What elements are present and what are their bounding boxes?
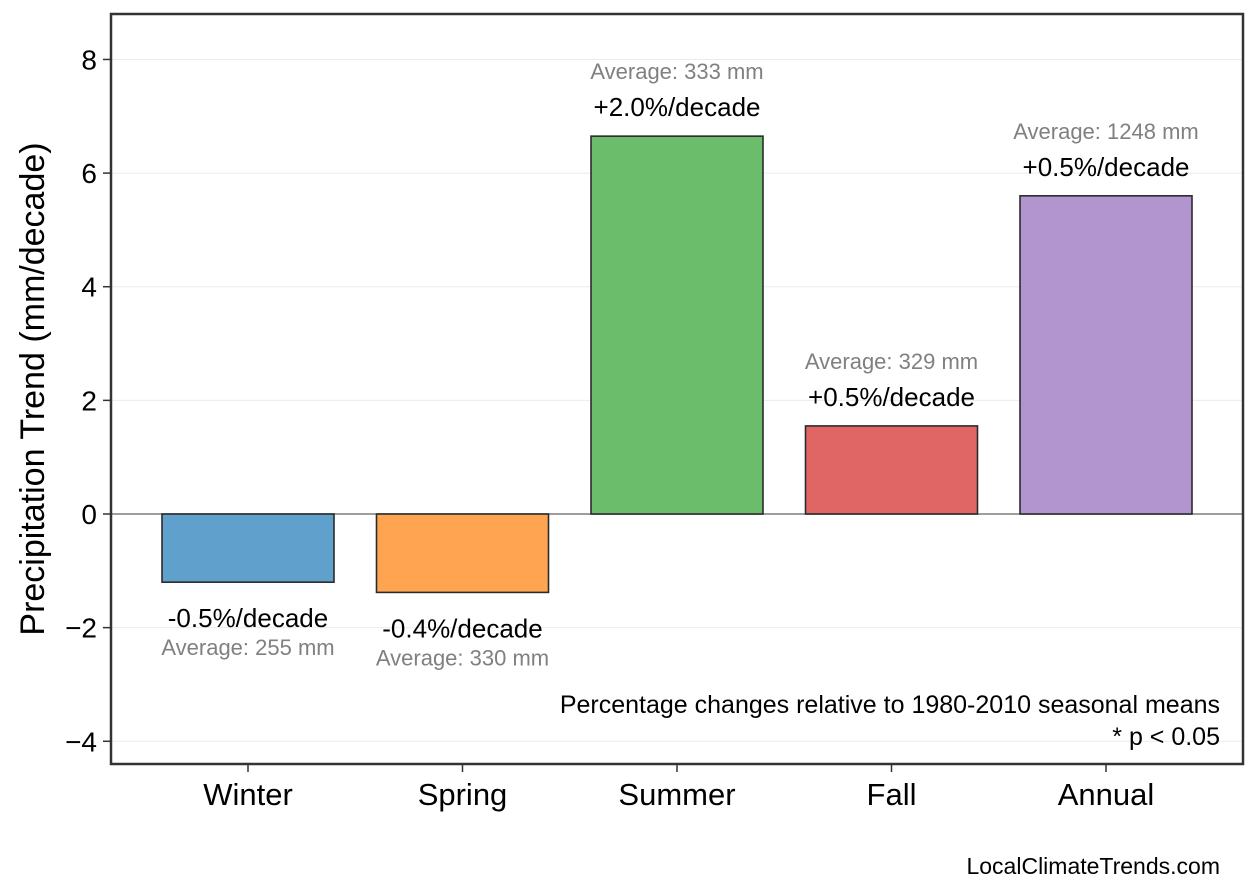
x-tick-label: Summer	[618, 777, 735, 812]
y-tick-label: 8	[81, 44, 97, 75]
bar-winter	[161, 513, 335, 583]
source-credit: LocalClimateTrends.com	[966, 853, 1220, 879]
average-label-annual: Average: 1248 mm	[1013, 119, 1198, 144]
note-percentage: Percentage changes relative to 1980-2010…	[560, 691, 1220, 719]
y-axis: −4 −2 0 2 4 6 8	[65, 44, 111, 757]
y-tick-label: 4	[81, 272, 97, 303]
y-tick-label: 2	[81, 385, 97, 416]
y-tick-label: −4	[65, 726, 97, 757]
percent-label-spring: -0.4%/decade	[382, 613, 542, 643]
x-tick-label: Fall	[867, 777, 917, 812]
plot-frame	[109, 12, 1245, 766]
x-tick-label: Spring	[418, 777, 508, 812]
bar-spring	[375, 513, 550, 594]
y-tick-label: 6	[81, 158, 97, 189]
x-tick-label: Winter	[203, 777, 293, 812]
percent-label-annual: +0.5%/decade	[1023, 152, 1190, 182]
bar-fall	[804, 425, 979, 515]
x-tick-label: Annual	[1058, 777, 1155, 812]
average-label-spring: Average: 330 mm	[376, 645, 549, 670]
average-label-winter: Average: 255 mm	[161, 635, 334, 660]
percent-label-fall: +0.5%/decade	[808, 382, 975, 412]
bars	[161, 135, 1193, 594]
note-significance: * p < 0.05	[1112, 723, 1220, 751]
y-tick-label: 0	[81, 499, 97, 530]
x-axis: Winter Spring Summer Fall Annual	[203, 764, 1154, 812]
y-axis-label: Precipitation Trend (mm/decade)	[14, 142, 52, 635]
y-tick-label: −2	[65, 613, 97, 644]
average-label-summer: Average: 333 mm	[590, 59, 763, 84]
bar-summer	[590, 135, 764, 515]
average-label-fall: Average: 329 mm	[805, 349, 978, 374]
percent-label-summer: +2.0%/decade	[594, 92, 761, 122]
percent-label-winter: -0.5%/decade	[168, 603, 328, 633]
bar-annual	[1019, 195, 1193, 515]
